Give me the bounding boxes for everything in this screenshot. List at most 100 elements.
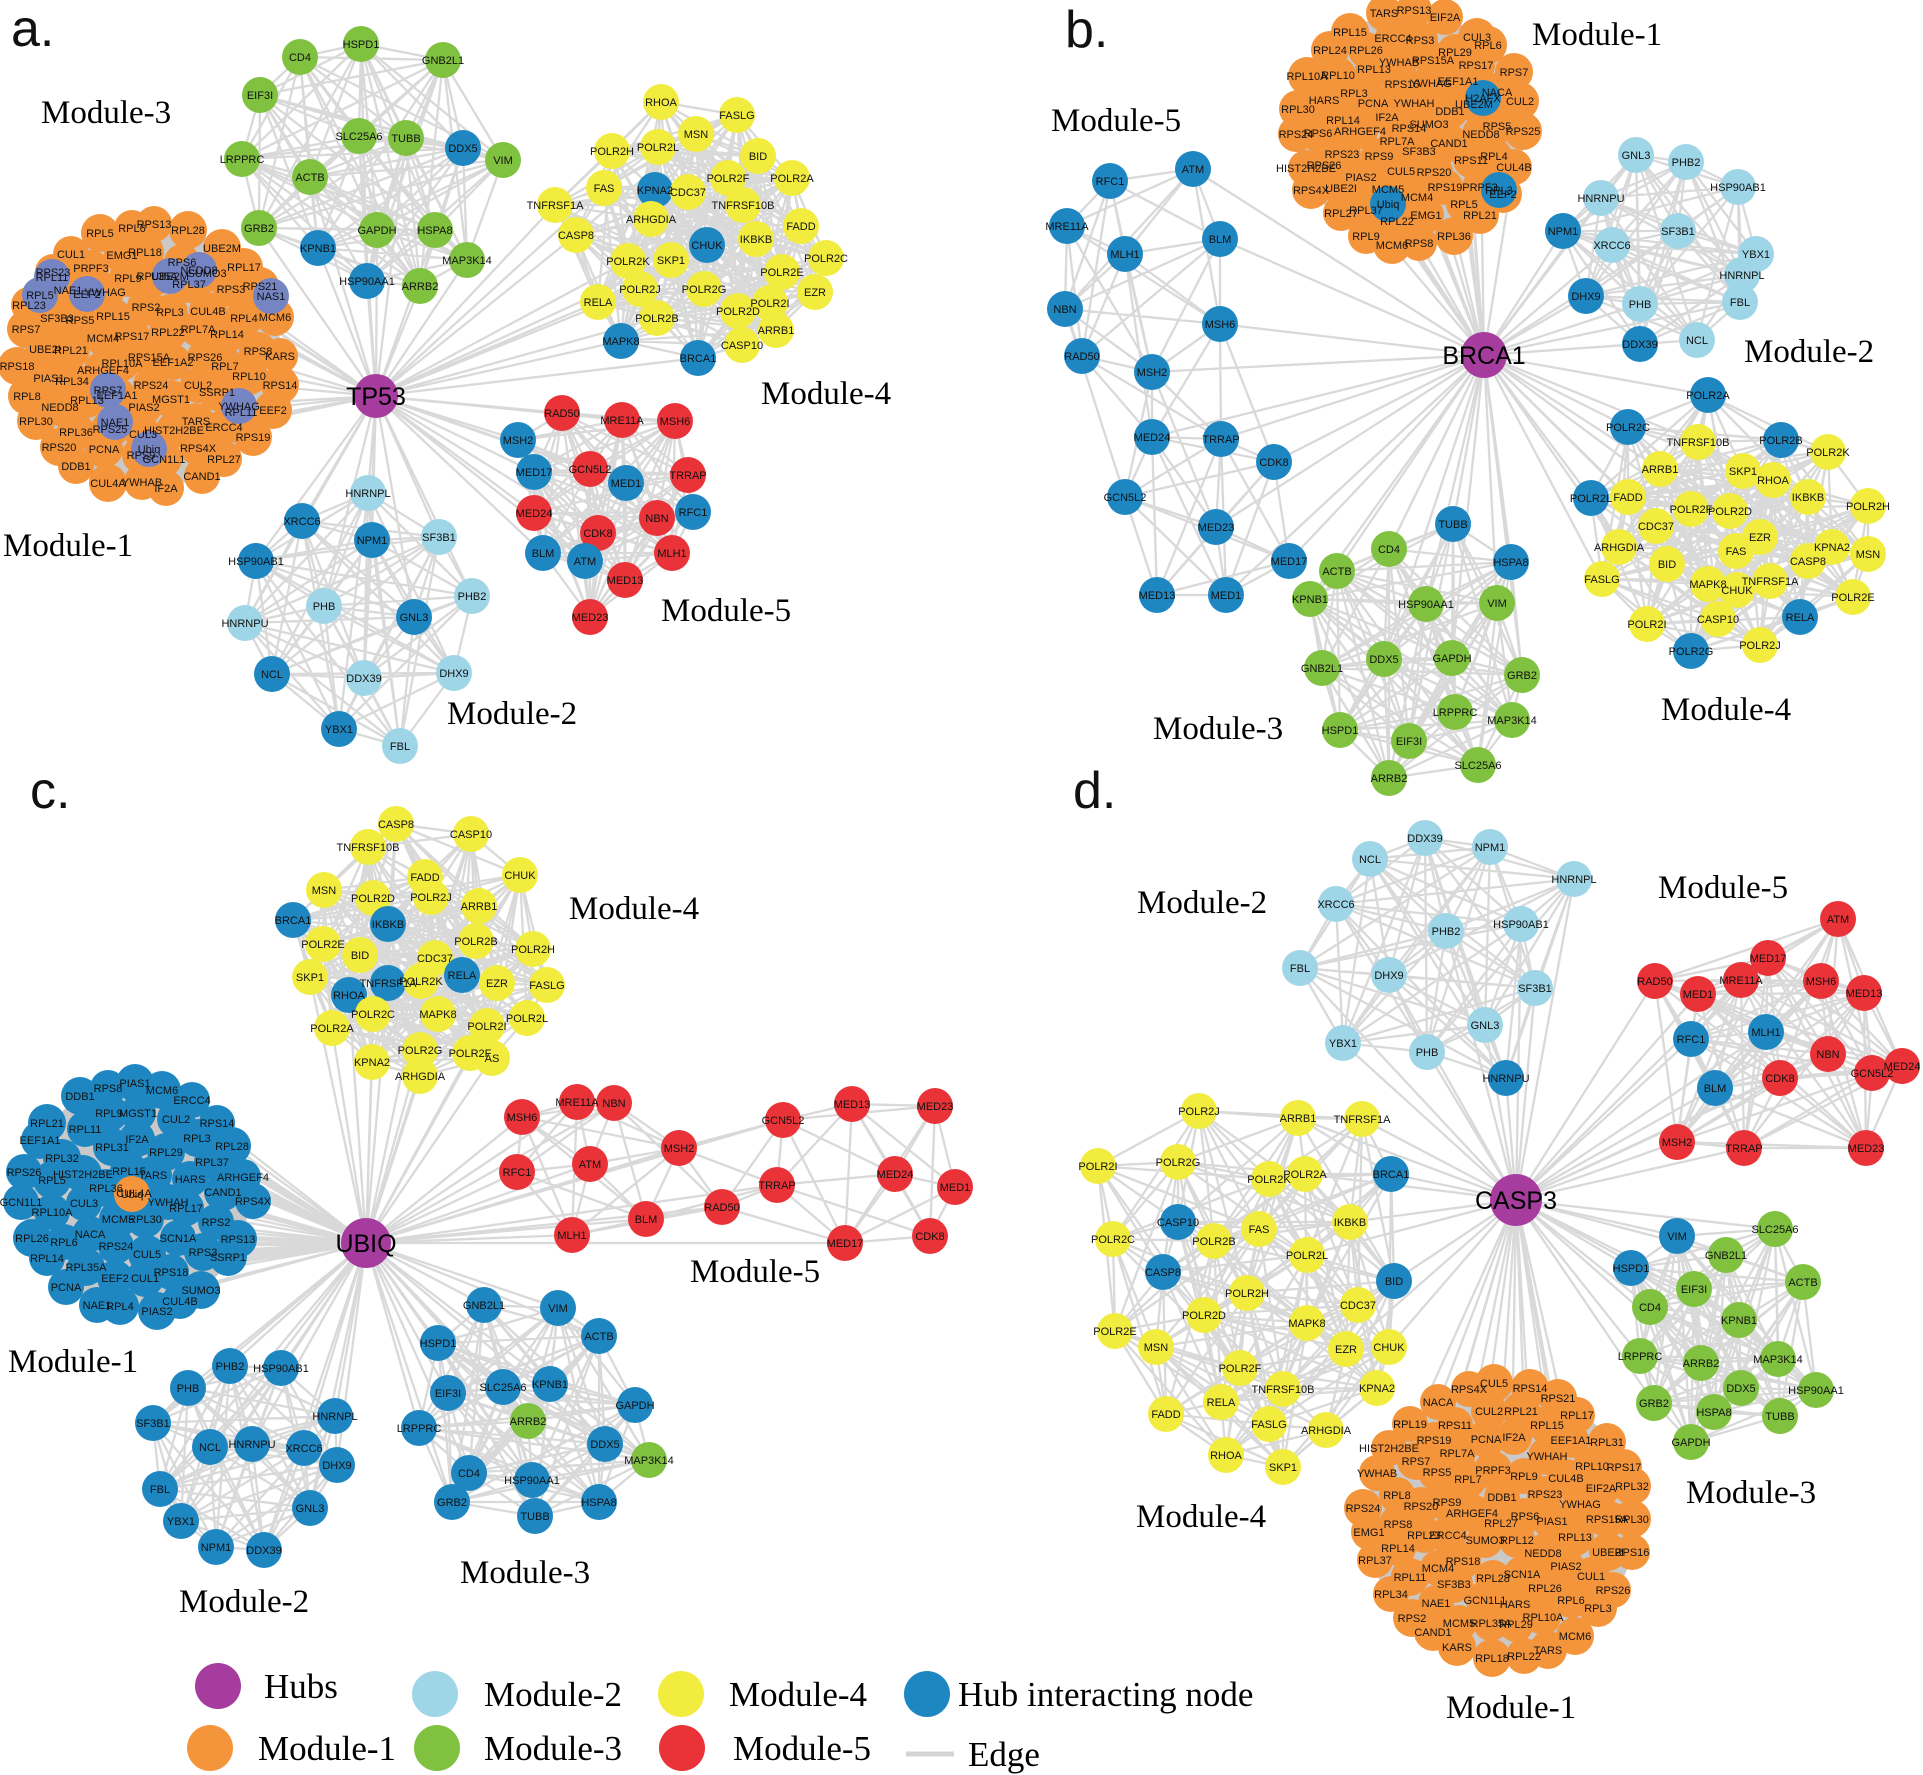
- svg-text:RPS9: RPS9: [127, 450, 156, 462]
- svg-text:NBN: NBN: [1053, 304, 1076, 316]
- svg-text:GNB2L1: GNB2L1: [422, 55, 464, 67]
- svg-text:VIM: VIM: [493, 155, 513, 167]
- svg-text:CDK8: CDK8: [915, 1231, 944, 1243]
- svg-text:MCM4: MCM4: [1422, 1563, 1454, 1575]
- svg-text:RPL3: RPL3: [1485, 185, 1513, 197]
- svg-text:SCN1A: SCN1A: [1504, 1569, 1541, 1581]
- svg-text:RPL22: RPL22: [1507, 1651, 1541, 1663]
- svg-text:RPL19: RPL19: [1393, 1419, 1427, 1431]
- svg-text:POLR2B: POLR2B: [635, 313, 678, 325]
- svg-text:DDB1: DDB1: [1435, 106, 1464, 118]
- svg-text:PIAS2: PIAS2: [141, 1306, 172, 1318]
- svg-text:SLC25A6: SLC25A6: [335, 131, 382, 143]
- svg-text:ATM: ATM: [1827, 914, 1849, 926]
- svg-text:PHB: PHB: [1416, 1047, 1439, 1059]
- svg-text:HIST2H2BE: HIST2H2BE: [1359, 1443, 1419, 1455]
- svg-text:MCM4: MCM4: [87, 333, 119, 345]
- svg-text:RPS13: RPS13: [1397, 5, 1432, 17]
- svg-text:POLR2A: POLR2A: [1686, 390, 1730, 402]
- svg-text:MED24: MED24: [877, 1169, 914, 1181]
- svg-text:NAE1: NAE1: [54, 285, 83, 297]
- svg-text:RPL6: RPL6: [1557, 1595, 1585, 1607]
- svg-text:RPS3: RPS3: [217, 284, 246, 296]
- svg-text:RPL37: RPL37: [172, 279, 206, 291]
- svg-text:b.: b.: [1065, 1, 1108, 59]
- svg-text:MLH1: MLH1: [1110, 249, 1139, 261]
- svg-text:PIAS2: PIAS2: [128, 402, 159, 414]
- svg-text:RPS18: RPS18: [154, 1267, 189, 1279]
- svg-text:EIF2A: EIF2A: [1430, 12, 1461, 24]
- svg-text:SF3B3: SF3B3: [1437, 1579, 1471, 1591]
- svg-text:BRCA1: BRCA1: [1442, 342, 1525, 370]
- svg-text:RPS7: RPS7: [94, 385, 123, 397]
- svg-text:RPS24: RPS24: [99, 1241, 134, 1253]
- svg-text:SLC25A6: SLC25A6: [1751, 1224, 1798, 1236]
- svg-text:VIM: VIM: [1667, 1231, 1687, 1243]
- svg-text:RPS11: RPS11: [1438, 1420, 1472, 1432]
- svg-text:GCN5L2: GCN5L2: [762, 1115, 805, 1127]
- svg-text:RPL17: RPL17: [169, 1203, 203, 1215]
- svg-text:EZR: EZR: [804, 287, 826, 299]
- svg-text:PRPF3: PRPF3: [1462, 182, 1497, 194]
- svg-text:MED23: MED23: [917, 1101, 954, 1113]
- svg-text:RPS21: RPS21: [1541, 1393, 1576, 1405]
- svg-text:EMG1: EMG1: [1410, 210, 1441, 222]
- svg-text:POLR2K: POLR2K: [606, 256, 650, 268]
- svg-text:CASP3: CASP3: [1475, 1187, 1557, 1215]
- svg-text:RPL10: RPL10: [232, 371, 266, 383]
- svg-text:CHUK: CHUK: [1373, 1342, 1405, 1354]
- svg-text:RPL22: RPL22: [151, 327, 185, 339]
- svg-text:RPL26: RPL26: [15, 1233, 49, 1245]
- svg-text:POLR2J: POLR2J: [1739, 640, 1781, 652]
- svg-text:Module-5: Module-5: [690, 1254, 820, 1290]
- svg-text:TARS: TARS: [182, 416, 211, 428]
- svg-text:ERCC4: ERCC4: [1374, 33, 1411, 45]
- svg-text:PHB2: PHB2: [458, 591, 487, 603]
- svg-text:FAS: FAS: [1249, 1224, 1270, 1236]
- svg-text:TUBB: TUBB: [1765, 1411, 1794, 1423]
- svg-text:RPL21: RPL21: [1504, 1406, 1538, 1418]
- svg-text:RPL10A: RPL10A: [1523, 1612, 1565, 1624]
- svg-text:RPL21: RPL21: [1463, 210, 1497, 222]
- svg-text:RPL11: RPL11: [69, 1124, 102, 1136]
- svg-text:CASP10: CASP10: [1697, 614, 1739, 626]
- svg-text:RPS8: RPS8: [1405, 238, 1434, 250]
- svg-text:RPS23: RPS23: [36, 267, 71, 279]
- svg-text:RELA: RELA: [1207, 1397, 1236, 1409]
- svg-text:MSH6: MSH6: [1806, 976, 1837, 988]
- svg-text:POLR2J: POLR2J: [619, 284, 661, 296]
- svg-text:TRRAP: TRRAP: [1202, 434, 1239, 446]
- svg-text:XRCC6: XRCC6: [1593, 240, 1630, 252]
- svg-text:PHB: PHB: [313, 601, 336, 613]
- svg-text:POLR2J: POLR2J: [410, 892, 452, 904]
- svg-text:RHOA: RHOA: [1210, 1450, 1242, 1462]
- svg-text:DDX39: DDX39: [246, 1545, 281, 1557]
- svg-text:GCN5L2: GCN5L2: [1104, 492, 1147, 504]
- svg-text:POLR2C: POLR2C: [1091, 1234, 1135, 1246]
- svg-text:RAD50: RAD50: [1637, 976, 1672, 988]
- svg-text:POLR2D: POLR2D: [1708, 506, 1752, 518]
- svg-text:MED13: MED13: [607, 575, 644, 587]
- svg-text:RPL29: RPL29: [1438, 47, 1472, 59]
- svg-text:RPS5: RPS5: [1483, 121, 1512, 133]
- svg-text:RPL36: RPL36: [59, 427, 93, 439]
- svg-text:RPS13: RPS13: [221, 1234, 256, 1246]
- svg-text:MGST1: MGST1: [119, 1108, 157, 1120]
- svg-text:TNFRSF10B: TNFRSF10B: [337, 842, 400, 854]
- svg-text:EEF1A1: EEF1A1: [20, 1135, 61, 1147]
- svg-text:RPL26: RPL26: [1528, 1583, 1562, 1595]
- svg-text:RPS6: RPS6: [1304, 128, 1333, 140]
- svg-text:ERCC4: ERCC4: [205, 422, 242, 434]
- svg-text:IKBKB: IKBKB: [1792, 492, 1824, 504]
- svg-text:RPS3: RPS3: [189, 1247, 218, 1259]
- svg-text:POLR2F: POLR2F: [449, 1048, 492, 1060]
- svg-text:RPS9: RPS9: [1433, 1497, 1462, 1509]
- svg-text:RPL4: RPL4: [230, 313, 258, 325]
- svg-text:CASP10: CASP10: [721, 340, 763, 352]
- svg-text:RPL21: RPL21: [54, 345, 88, 357]
- svg-text:POLR2C: POLR2C: [804, 253, 848, 265]
- svg-text:MLH1: MLH1: [657, 548, 686, 560]
- svg-text:MED1: MED1: [940, 1182, 971, 1194]
- svg-text:POLR2A: POLR2A: [310, 1023, 354, 1035]
- svg-text:TARS: TARS: [139, 1170, 168, 1182]
